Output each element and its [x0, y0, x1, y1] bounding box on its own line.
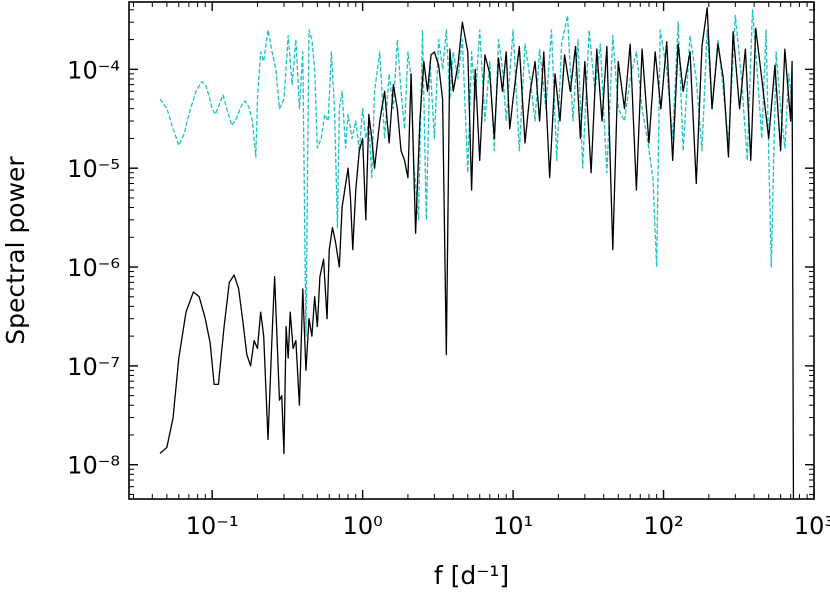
y-tick-label: 10⁻⁴ — [67, 56, 120, 84]
x-tick-label: 10¹ — [493, 512, 533, 540]
y-axis-label: Spectral power — [1, 156, 30, 345]
series-layer — [159, 7, 795, 499]
series-line-1 — [159, 7, 795, 499]
y-tick-label: 10⁻⁶ — [67, 254, 120, 282]
x-tick-label: 10⁰ — [343, 512, 383, 540]
plot-frame — [128, 1, 815, 500]
y-tick-label: 10⁻⁸ — [67, 452, 120, 480]
tick-layer — [129, 2, 815, 499]
x-tick-label: 10³ — [794, 512, 830, 540]
y-tick-label: 10⁻⁵ — [67, 155, 120, 183]
x-axis-label: f [d⁻¹] — [434, 561, 509, 590]
x-tick-label: 10⁻¹ — [186, 512, 239, 540]
tick-label-layer: 10⁻¹ 10⁰ 10¹ 10² 10³ 10⁻⁸ 10⁻⁷ 10⁻⁶ 10⁻⁵ 10⁻⁴ — [67, 56, 830, 540]
x-tick-label: 10² — [643, 512, 683, 540]
y-tick-label: 10⁻⁷ — [67, 353, 120, 381]
